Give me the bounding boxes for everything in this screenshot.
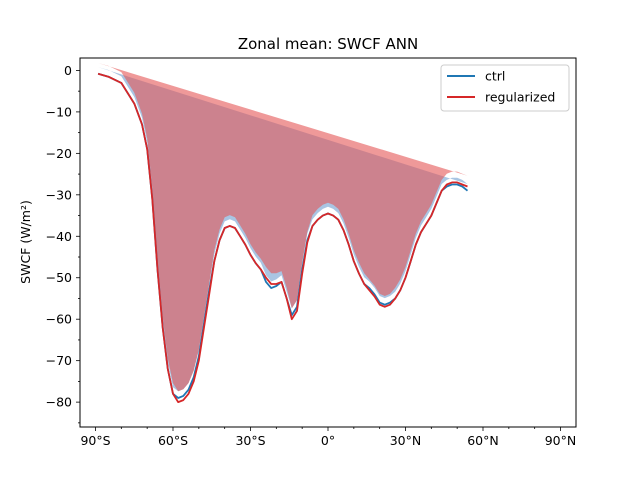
y-axis-label: SWCF (W/m²) — [18, 200, 33, 284]
series-lines — [97, 72, 469, 404]
y-tick-label: −40 — [46, 229, 72, 244]
x-tick-label: 30°N — [390, 433, 422, 448]
x-axis: 90°S 60°S 30°S 0° 30°N 60°N 90°N — [80, 427, 576, 448]
x-tick-label: 0° — [321, 433, 335, 448]
y-tick-label: −80 — [46, 395, 72, 410]
y-tick-label: −70 — [46, 353, 72, 368]
y-tick-label: −60 — [46, 312, 72, 327]
y-tick-label: −30 — [46, 187, 72, 202]
regularized-band — [98, 63, 468, 392]
x-tick-label: 90°N — [545, 433, 577, 448]
y-tick-label: 0 — [64, 63, 72, 78]
legend-label-regularized: regularized — [485, 90, 555, 105]
y-axis: 0 −10 −20 −30 −40 −50 −60 −70 −80 — [46, 63, 80, 424]
legend-label-ctrl: ctrl — [485, 69, 505, 84]
regularized-line — [97, 72, 468, 404]
chart-title: Zonal mean: SWCF ANN — [238, 35, 418, 53]
y-tick-label: −20 — [46, 146, 72, 161]
confidence-bands — [98, 63, 468, 392]
y-tick-label: −10 — [46, 104, 72, 119]
x-tick-label: 90°S — [80, 433, 110, 448]
x-tick-label: 30°S — [235, 433, 265, 448]
x-tick-label: 60°N — [467, 433, 499, 448]
x-tick-label: 60°S — [158, 433, 188, 448]
y-tick-label: −50 — [46, 270, 72, 285]
legend: ctrl regularized — [440, 64, 570, 112]
